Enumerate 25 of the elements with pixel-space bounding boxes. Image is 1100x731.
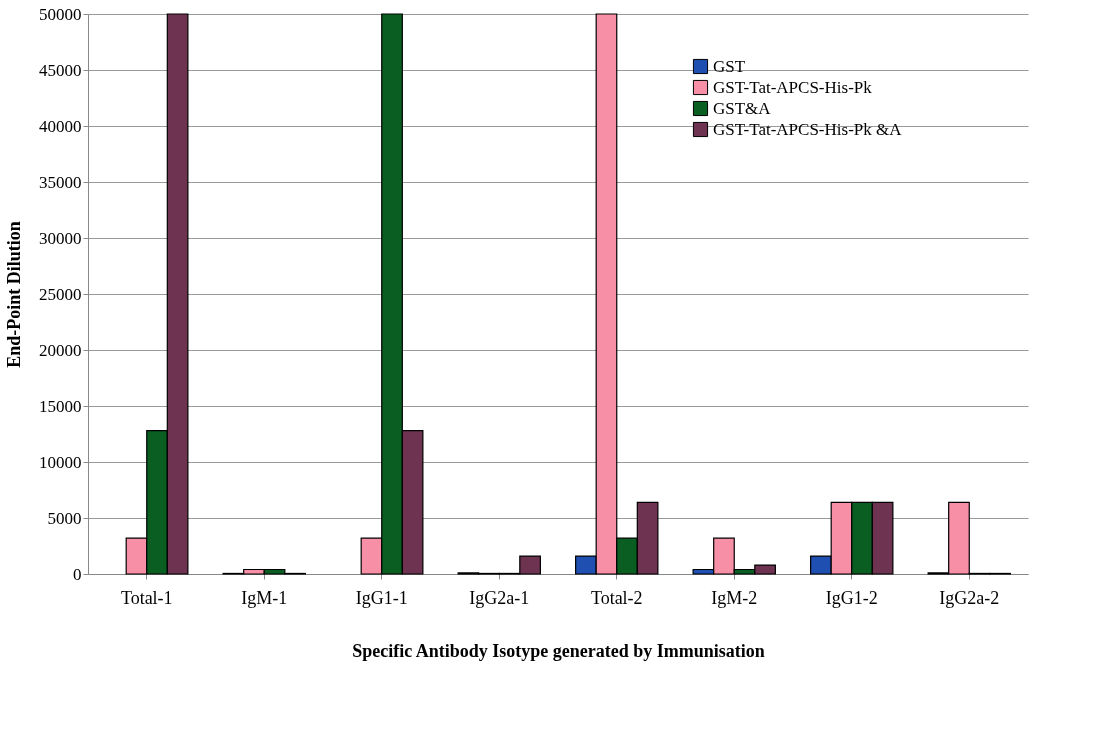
legend-label: GST [713, 56, 746, 76]
x-tick-label: Total-2 [590, 587, 643, 608]
y-axis-title: End-Point Dilution [4, 221, 24, 368]
x-axis-title: Specific Antibody Isotype generated by Immunisation [352, 640, 765, 661]
y-tick-label: 20000 [39, 340, 82, 360]
x-tick-label: Total-1 [120, 587, 173, 608]
x-tick-label: IgM-2 [711, 587, 758, 608]
legend-label: GST-Tat-APCS-His-Pk &A [713, 119, 903, 139]
legend-label: GST&A [713, 98, 772, 118]
x-tick-label: IgG1-2 [825, 587, 878, 608]
x-tick-label: IgG1-1 [355, 587, 408, 608]
x-tick-label: IgG2a-2 [939, 587, 1000, 608]
y-tick-label: 35000 [39, 172, 82, 192]
y-tick-label: 5000 [47, 508, 82, 528]
y-tick-label: 15000 [39, 396, 82, 416]
y-tick-label: 10000 [39, 452, 82, 472]
y-tick-label: 30000 [39, 228, 82, 248]
x-tick-label: IgM-1 [241, 587, 288, 608]
y-tick-label: 25000 [39, 284, 82, 304]
y-tick-label: 50000 [39, 4, 82, 24]
y-tick-label: 40000 [39, 116, 82, 136]
legend-label: GST-Tat-APCS-His-Pk [713, 77, 873, 97]
y-tick-label: 45000 [39, 60, 82, 80]
x-tick-label: IgG2a-1 [469, 587, 530, 608]
y-tick-label: 0 [73, 564, 82, 584]
